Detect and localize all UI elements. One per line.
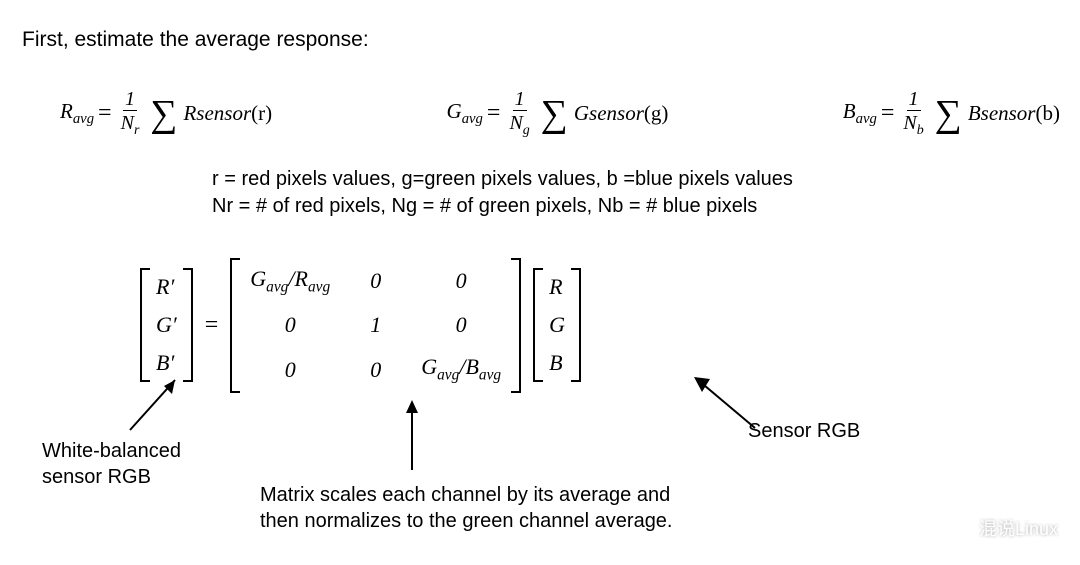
matrix-cell-01: 0 (370, 268, 381, 294)
label-matrix-description: Matrix scales each channel by its averag… (260, 482, 673, 534)
arrow-center-icon (397, 395, 427, 475)
matrix-cell-22: Gavg/Bavg (421, 354, 501, 384)
label-white-balanced: White-balanced sensor RGB (42, 438, 181, 490)
avg-equation-B: Bavg = 1Nb ∑ Bsensor(b) (843, 88, 1060, 140)
matrix-cell-00: Gavg/Ravg (250, 266, 330, 296)
matrix-cell-21: 0 (370, 357, 381, 383)
average-equations-row: Ravg = 1Nr ∑ Rsensor(r) Gavg = 1Ng ∑ Gse… (60, 88, 1060, 140)
matrix-equation: R′ G′ B′ = Gavg/Ravg 0 0 0 1 0 0 0 Gavg/… (140, 258, 581, 393)
variable-definitions: r = red pixels values, g=green pixels va… (212, 166, 793, 220)
matrix-cell-02: 0 (456, 268, 467, 294)
output-vector: R′ G′ B′ (140, 268, 193, 382)
scaling-matrix: Gavg/Ravg 0 0 0 1 0 0 0 Gavg/Bavg (230, 258, 521, 393)
matrix-cell-11: 1 (370, 312, 381, 338)
avg-equation-R: Ravg = 1Nr ∑ Rsensor(r) (60, 88, 272, 140)
intro-text: First, estimate the average response: (22, 28, 369, 52)
matrix-cell-10: 0 (285, 312, 296, 338)
input-vector: R G B (533, 268, 581, 382)
wechat-icon (951, 517, 973, 539)
defs-line-1: r = red pixels values, g=green pixels va… (212, 166, 793, 193)
matrix-cell-12: 0 (456, 312, 467, 338)
watermark-text: 混说Linux (979, 515, 1058, 541)
watermark: 混说Linux (951, 515, 1058, 541)
label-sensor-rgb: Sensor RGB (748, 418, 860, 444)
avg-equation-G: Gavg = 1Ng ∑ Gsensor(g) (447, 88, 669, 140)
matrix-cell-20: 0 (285, 357, 296, 383)
defs-line-2: Nr = # of red pixels, Ng = # of green pi… (212, 193, 793, 220)
arrow-left-icon (120, 370, 200, 440)
